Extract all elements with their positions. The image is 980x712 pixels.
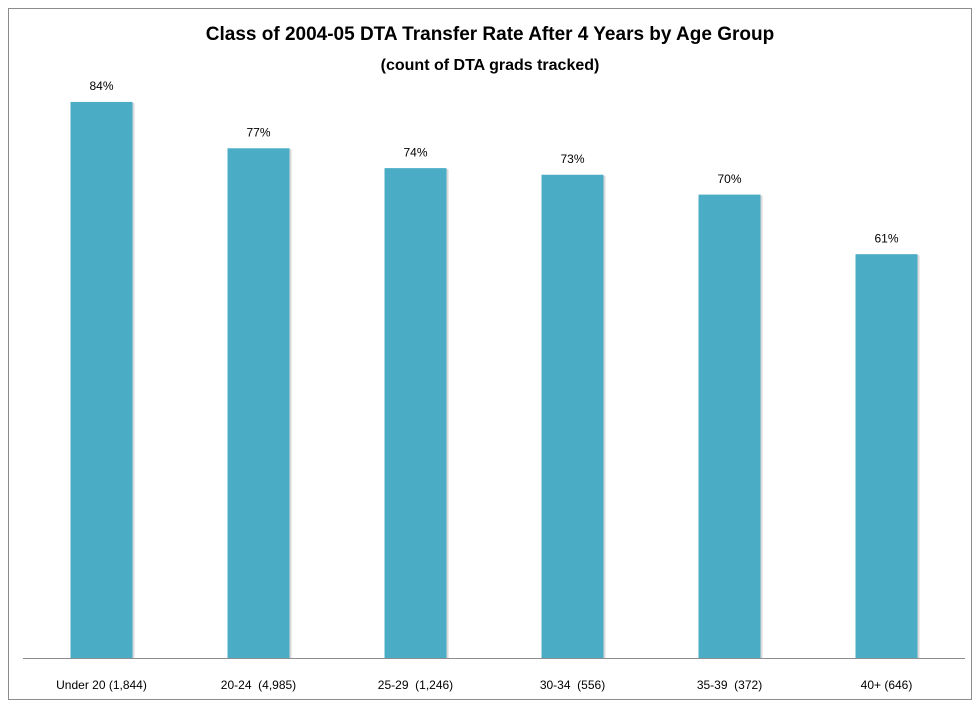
bar bbox=[541, 174, 604, 659]
x-tick-label: 25-29 (1,246) bbox=[378, 678, 453, 692]
x-tick-label: 20-24 (4,985) bbox=[221, 678, 296, 692]
bar bbox=[70, 101, 133, 659]
value-label: 77% bbox=[246, 125, 270, 139]
value-label: 84% bbox=[89, 79, 113, 93]
x-tick-label: 35-39 (372) bbox=[697, 678, 762, 692]
bar bbox=[227, 148, 290, 658]
x-tick-label: Under 20 (1,844) bbox=[56, 678, 147, 692]
value-label: 61% bbox=[874, 231, 898, 245]
chart-subtitle: (count of DTA grads tracked) bbox=[381, 57, 600, 74]
value-label: 70% bbox=[717, 172, 741, 186]
value-label: 73% bbox=[560, 152, 584, 166]
bar bbox=[855, 254, 918, 658]
value-label: 74% bbox=[403, 145, 427, 159]
chart-border bbox=[8, 8, 972, 700]
chart-title: Class of 2004-05 DTA Transfer Rate After… bbox=[206, 24, 774, 45]
x-tick-label: 30-34 (556) bbox=[540, 678, 605, 692]
bar bbox=[384, 168, 447, 658]
bar bbox=[698, 194, 761, 658]
x-tick-label: 40+ (646) bbox=[861, 678, 913, 692]
